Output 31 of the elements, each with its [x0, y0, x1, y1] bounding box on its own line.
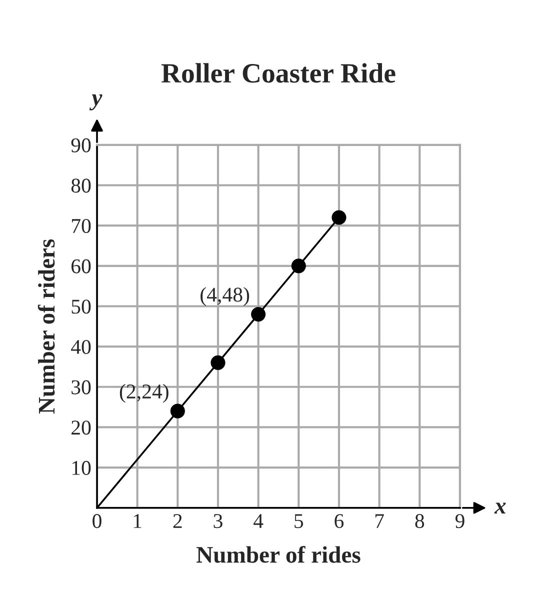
x-tick-label: 4 — [254, 514, 264, 528]
x-tick-label: 6 — [334, 514, 344, 528]
x-tick-label: 3 — [214, 514, 222, 528]
point — [251, 307, 266, 322]
x-tick-label: 8 — [415, 514, 424, 528]
annotation: (2,24) — [120, 384, 168, 403]
y-tick-label: 60 — [72, 259, 91, 274]
x-tick-label: 9 — [455, 514, 464, 528]
x-tick-label: 2 — [173, 514, 182, 528]
x-tick-label: 5 — [294, 514, 304, 528]
text: x — [494, 502, 506, 514]
text: y — [89, 94, 102, 110]
y-tick-label: 50 — [72, 300, 91, 314]
y-tick-label: 80 — [71, 178, 91, 193]
y-tick-label: 90 — [71, 138, 91, 152]
y-tick-label: 20 — [72, 420, 91, 435]
chart-title: Roller Coaster Ride — [161, 63, 396, 83]
x-axis-title: Number of rides — [196, 546, 360, 563]
point — [210, 355, 226, 370]
x-tick-label: 0 — [92, 514, 102, 528]
point — [332, 210, 346, 225]
annotation: (4,48) — [200, 287, 250, 306]
point — [170, 404, 185, 418]
x-tick-label: 7 — [375, 514, 384, 528]
y-tick-label: 10 — [72, 460, 91, 475]
y-tick-label: 40 — [71, 340, 91, 354]
y-tick-label: 30 — [72, 380, 91, 394]
x-tick-label: 1 — [134, 514, 142, 528]
y-axis-title: Number of riders — [38, 239, 55, 414]
y-tick-label: 70 — [72, 218, 91, 234]
point — [291, 258, 306, 274]
